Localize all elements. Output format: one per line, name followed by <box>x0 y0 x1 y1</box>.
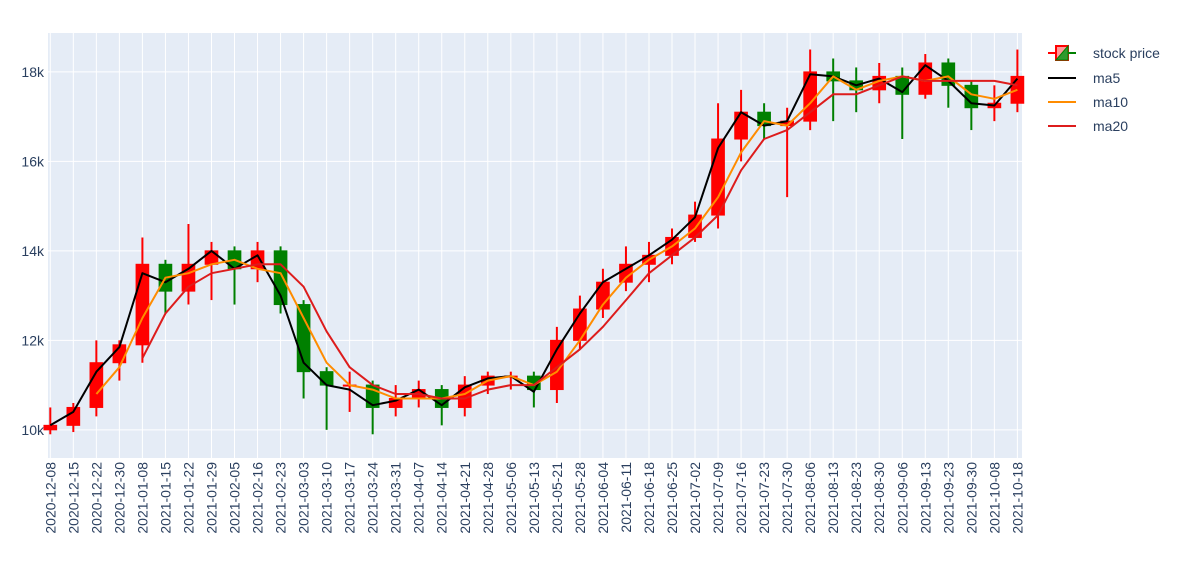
y-tick-label: 14k <box>21 243 45 259</box>
x-tick-label: 2021-05-13 <box>526 462 542 534</box>
candle-body <box>43 424 58 431</box>
x-tick-label: 2021-02-05 <box>227 462 243 534</box>
x-tick-label: 2021-08-13 <box>825 462 841 534</box>
x-tick-label: 2021-03-24 <box>365 462 381 534</box>
legend-label[interactable]: ma5 <box>1093 70 1120 86</box>
x-tick-label: 2020-12-30 <box>111 462 127 534</box>
x-tick-label: 2021-09-30 <box>963 462 979 534</box>
legend-label[interactable]: ma10 <box>1093 94 1128 110</box>
x-tick-label: 2020-12-08 <box>42 462 58 534</box>
x-tick-label: 2021-02-16 <box>250 462 266 534</box>
x-tick-label: 2021-06-04 <box>595 462 611 534</box>
ma-line <box>141 75 1018 400</box>
x-tick-label: 2021-06-25 <box>664 462 680 534</box>
x-tick-label: 2021-10-18 <box>1009 462 1025 534</box>
x-tick-label: 2021-06-18 <box>641 462 657 534</box>
x-tick-label: 2021-08-30 <box>871 462 887 534</box>
x-tick-label: 2021-05-21 <box>549 462 565 534</box>
x-tick-label: 2021-02-23 <box>273 462 289 534</box>
candle-body <box>803 71 817 122</box>
candle-body <box>734 111 748 140</box>
axes: 10k 12k 14k 16k 18k 2020-12-08 2020-12-15 2020-… <box>21 64 1025 534</box>
x-tick-label: 2021-07-30 <box>779 462 795 534</box>
x-tick-label: 2021-01-22 <box>180 462 196 534</box>
x-tick-label: 2021-07-02 <box>687 462 703 534</box>
candle-body <box>550 339 564 391</box>
x-tick-label: 2021-07-09 <box>710 462 726 534</box>
x-tick-label: 2021-08-06 <box>802 462 818 534</box>
legend-label[interactable]: stock price <box>1093 45 1160 61</box>
x-tick-label: 2021-03-03 <box>296 462 312 534</box>
x-tick-label: 2021-04-21 <box>457 462 473 534</box>
candle-body <box>89 362 104 408</box>
legend-label[interactable]: ma20 <box>1093 118 1128 134</box>
plot-area <box>48 33 1022 458</box>
x-tick-label: 2021-03-10 <box>319 462 335 534</box>
x-tick-label: 2021-09-06 <box>894 462 910 534</box>
x-tick-label: 2021-03-17 <box>342 462 358 534</box>
x-tick-label: 2021-05-28 <box>572 462 588 534</box>
x-tick-label: 2021-08-23 <box>848 462 864 534</box>
x-tick-label: 2020-12-22 <box>88 462 104 534</box>
y-tick-label: 12k <box>21 332 45 348</box>
x-tick-label: 2021-04-07 <box>411 462 427 534</box>
x-tick-label: 2021-05-06 <box>503 462 519 534</box>
x-tick-label: 2021-06-11 <box>618 462 634 533</box>
x-tick-label: 2021-01-08 <box>134 462 150 534</box>
x-tick-label: 2021-07-23 <box>756 462 772 534</box>
legend: stock price ma5 ma10 ma20 <box>1048 44 1160 134</box>
y-tick-label: 16k <box>21 153 45 169</box>
x-tick-label: 2021-01-15 <box>157 462 173 534</box>
x-tick-label: 2021-07-16 <box>733 462 749 534</box>
candle-body <box>204 250 219 265</box>
marks <box>43 49 1025 435</box>
x-tick-label: 2021-09-13 <box>917 462 933 534</box>
candle-body <box>319 371 334 386</box>
x-tick-label: 2021-01-29 <box>203 462 219 534</box>
candle-body <box>918 62 933 95</box>
x-tick-label: 2020-12-15 <box>65 462 81 534</box>
x-tick-label: 2021-04-14 <box>434 462 450 534</box>
y-tick-label: 10k <box>21 422 45 438</box>
x-tick-label: 2021-10-08 <box>986 462 1002 534</box>
y-tick-label: 18k <box>21 64 45 80</box>
x-tick-label: 2021-03-31 <box>388 462 404 534</box>
x-tick-label: 2021-04-28 <box>480 462 496 534</box>
x-tick-label: 2021-09-23 <box>940 462 956 534</box>
ma-line <box>49 64 1019 427</box>
